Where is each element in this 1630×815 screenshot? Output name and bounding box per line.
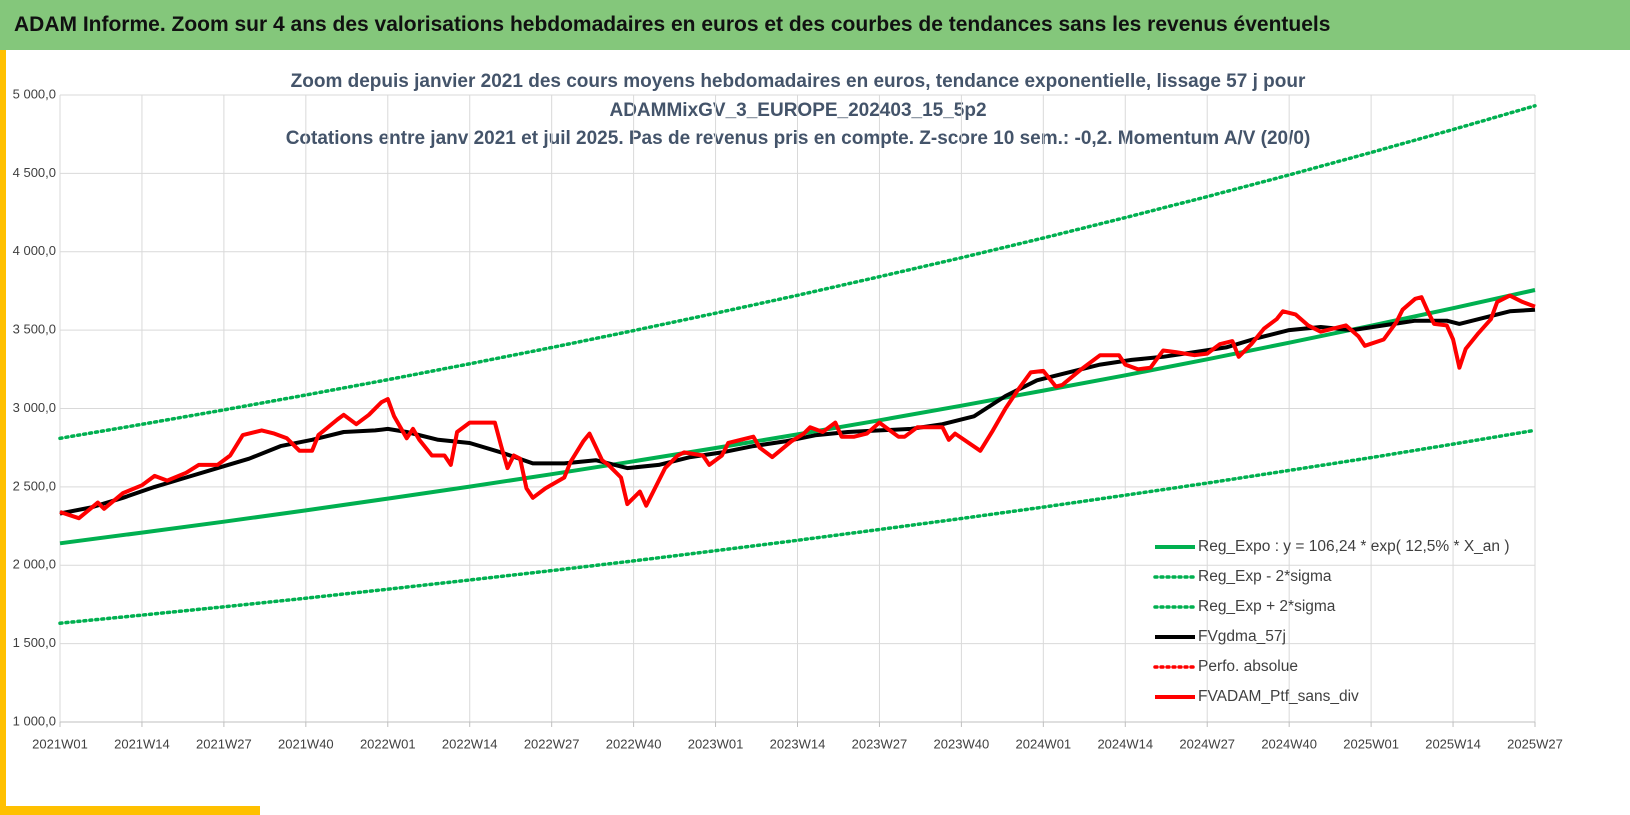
series-line xyxy=(58,104,1537,441)
y-tick-label: 4 000,0 xyxy=(13,243,56,258)
x-tick-label: 2021W01 xyxy=(32,736,88,751)
x-tick-label: 2025W01 xyxy=(1343,736,1399,751)
chart-title: Zoom depuis janvier 2021 des cours moyen… xyxy=(291,71,1306,92)
x-tick-label: 2024W01 xyxy=(1016,736,1072,751)
series-line xyxy=(59,288,1536,546)
legend-label: Reg_Exp - 2*sigma xyxy=(1198,568,1332,585)
accent-bar xyxy=(0,50,6,815)
legend-label: FVADAM_Ptf_sans_div xyxy=(1198,688,1359,705)
x-tick-label: 2025W14 xyxy=(1425,736,1481,751)
x-tick-label: 2022W01 xyxy=(360,736,416,751)
y-tick-label: 4 500,0 xyxy=(13,165,56,180)
series-line xyxy=(59,293,1536,521)
header: ADAM Informe. Zoom sur 4 ans des valoris… xyxy=(0,0,1630,50)
y-tick-label: 2 500,0 xyxy=(13,478,56,493)
x-tick-label: 2024W27 xyxy=(1179,736,1235,751)
legend-label: FVgdma_57j xyxy=(1198,628,1286,645)
x-tick-label: 2021W14 xyxy=(114,736,170,751)
legend-label: Reg_Expo : y = 106,24 * exp( 12,5% * X_a… xyxy=(1198,538,1510,555)
legend-label: Reg_Exp + 2*sigma xyxy=(1198,598,1336,615)
x-tick-label: 2023W40 xyxy=(934,736,990,751)
y-tick-label: 3 500,0 xyxy=(13,322,56,337)
accent-bar xyxy=(0,806,260,815)
header-title: ADAM Informe. Zoom sur 4 ans des valoris… xyxy=(14,13,1331,36)
x-tick-label: 2023W27 xyxy=(852,736,908,751)
x-tick-label: 2022W40 xyxy=(606,736,662,751)
x-tick-label: 2024W40 xyxy=(1261,736,1317,751)
x-tick-label: 2025W27 xyxy=(1507,736,1563,751)
x-tick-label: 2022W14 xyxy=(442,736,498,751)
y-tick-label: 3 000,0 xyxy=(13,400,56,415)
legend-label: Perfo. absolue xyxy=(1198,658,1298,675)
y-tick-label: 1 000,0 xyxy=(13,713,56,728)
x-tick-label: 2023W14 xyxy=(770,736,826,751)
chart: Zoom depuis janvier 2021 des cours moyen… xyxy=(0,50,1563,815)
x-tick-label: 2021W27 xyxy=(196,736,252,751)
x-tick-label: 2024W14 xyxy=(1097,736,1153,751)
x-tick-label: 2021W40 xyxy=(278,736,334,751)
x-tick-label: 2023W01 xyxy=(688,736,744,751)
y-tick-label: 5 000,0 xyxy=(13,86,56,101)
y-tick-label: 2 000,0 xyxy=(13,557,56,572)
x-tick-label: 2022W27 xyxy=(524,736,580,751)
y-tick-label: 1 500,0 xyxy=(13,635,56,650)
series-line xyxy=(58,428,1537,625)
